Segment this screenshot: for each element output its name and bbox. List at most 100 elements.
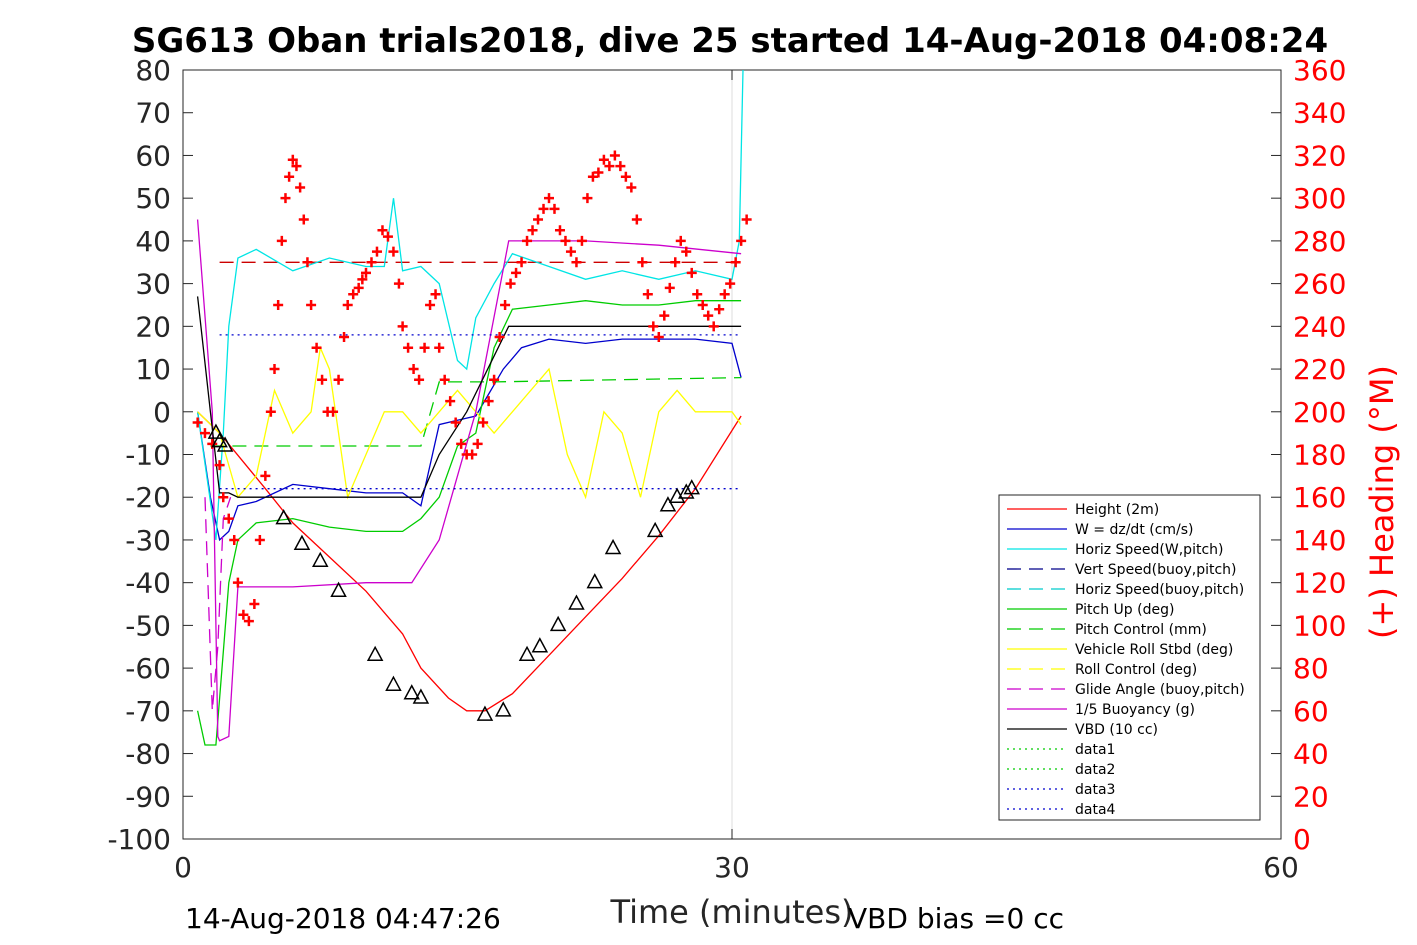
heading-point [582, 193, 593, 204]
heading-point [522, 235, 533, 246]
series-line-2 [196, 69, 744, 540]
heading-point [439, 374, 450, 385]
heading-point [730, 257, 741, 268]
right-axis-label: (+) Heading (°M) [1363, 365, 1401, 639]
heading-point [366, 257, 377, 268]
data-lines [196, 69, 744, 746]
y-right-tick-label: 360 [1293, 54, 1346, 87]
y-right-tick-label: 320 [1293, 139, 1346, 172]
y-tick-label: -40 [125, 567, 171, 600]
heading-point [265, 406, 276, 417]
y-tick-label: -90 [125, 780, 171, 813]
heading-point [538, 203, 549, 214]
heading-point [604, 161, 615, 172]
y-right-tick-label: 80 [1293, 652, 1329, 685]
heading-point [218, 492, 229, 503]
heading-point [670, 257, 681, 268]
heading-point [273, 299, 284, 310]
y-tick-label: 30 [135, 268, 171, 301]
triangle-marker [677, 483, 695, 499]
heading-point [445, 396, 456, 407]
heading-point [403, 342, 414, 353]
legend-label: data2 [1075, 762, 1115, 778]
triangle-marker [207, 423, 225, 439]
data-markers [192, 150, 752, 721]
triangle-marker [216, 436, 234, 452]
y-right-tick-label: 280 [1293, 225, 1346, 258]
heading-point [287, 154, 298, 165]
heading-point [736, 235, 747, 246]
heading-point [254, 534, 265, 545]
heading-point [306, 299, 317, 310]
heading-point [681, 246, 692, 257]
heading-point [243, 616, 254, 627]
heading-point [549, 203, 560, 214]
y-right-tick-label: 40 [1293, 738, 1329, 771]
heading-point [328, 406, 339, 417]
heading-point [269, 364, 280, 375]
y-right-tick-label: 200 [1293, 396, 1346, 429]
heading-point [527, 225, 538, 236]
heading-point [371, 246, 382, 257]
x-tick-label: 60 [1263, 851, 1299, 884]
heading-point [648, 321, 659, 332]
heading-point [631, 214, 642, 225]
triangle-marker [646, 521, 664, 538]
heading-point [238, 609, 249, 620]
heading-point [192, 417, 203, 428]
heading-point [598, 154, 609, 165]
y-right-tick-label: 180 [1293, 439, 1346, 472]
triangle-marker [683, 479, 700, 495]
y-right-tick-label: 20 [1293, 780, 1329, 813]
triangle-marker [549, 615, 567, 632]
triangle-marker [518, 645, 536, 662]
heading-point [533, 214, 544, 225]
legend-label: VBD (10 cc) [1075, 722, 1158, 738]
heading-point [430, 289, 441, 300]
heading-point [483, 396, 494, 407]
heading-point [708, 321, 719, 332]
y-right-tick-label: 260 [1293, 268, 1346, 301]
heading-point [393, 278, 404, 289]
legend-label: data4 [1075, 802, 1116, 818]
heading-point [467, 449, 478, 460]
y-tick-label: 70 [135, 97, 171, 130]
legend-label: W = dz/dt (cm/s) [1075, 522, 1194, 538]
y-tick-label: -60 [125, 652, 171, 685]
y-tick-label: 60 [135, 139, 171, 172]
heading-point [725, 278, 736, 289]
triangle-marker [275, 509, 292, 525]
heading-point [637, 257, 648, 268]
heading-point [653, 332, 664, 343]
y-right-tick-label: 160 [1293, 481, 1346, 514]
chart-title: SG613 Oban trials2018, dive 25 started 1… [132, 21, 1328, 61]
triangle-marker [494, 701, 512, 717]
heading-point [214, 460, 225, 471]
heading-point [414, 374, 425, 385]
y-right-tick-label: 100 [1293, 609, 1346, 642]
heading-point [361, 267, 371, 278]
heading-point [348, 289, 359, 300]
triangle-marker [476, 705, 494, 721]
x-tick-label: 30 [714, 851, 750, 884]
legend-label: Glide Angle (buoy,pitch) [1075, 682, 1245, 698]
heading-point [357, 274, 368, 285]
legend-label: Height (2m) [1075, 502, 1159, 518]
legend-label: 1/5 Buoyancy (g) [1075, 702, 1195, 718]
heading-point [505, 278, 516, 289]
heading-point [686, 267, 697, 278]
series-line-10 [196, 219, 742, 742]
heading-point [714, 304, 725, 315]
triangle-marker [568, 594, 585, 610]
heading-point [419, 342, 430, 353]
triangle-marker [604, 538, 622, 555]
y-right-tick-label: 340 [1293, 97, 1346, 130]
triangle-marker [385, 675, 402, 691]
legend-label: Pitch Control (mm) [1075, 622, 1207, 638]
triangle-marker [311, 551, 329, 568]
legend-label: Horiz Speed(W,pitch) [1075, 542, 1223, 558]
y-tick-label: 0 [153, 396, 171, 429]
series-line-1 [196, 338, 742, 542]
heading-point [298, 214, 309, 225]
series-line-6 [210, 376, 742, 447]
